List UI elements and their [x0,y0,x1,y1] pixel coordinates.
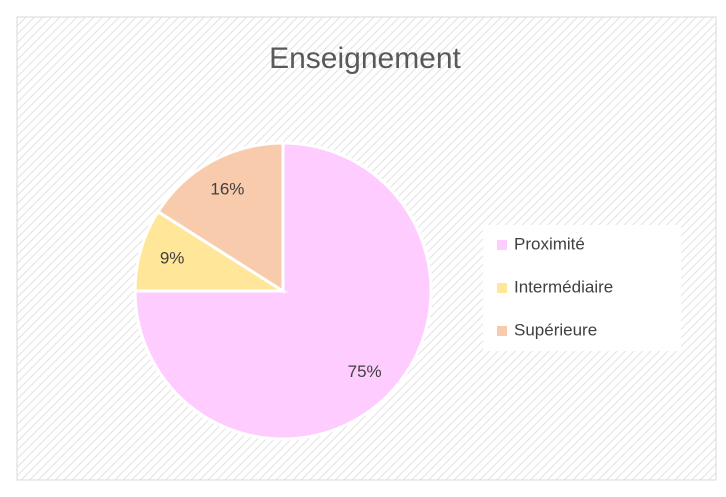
data-label: 16% [210,179,244,198]
pie-slice [155,141,285,294]
legend-swatch [497,240,507,250]
data-label: 75% [348,362,382,381]
chart-title: Enseignement [269,42,461,75]
legend-swatch [497,283,507,293]
pie-slice [133,209,289,293]
legend-label: Supérieure [514,320,597,339]
data-label: 9% [160,248,185,267]
legend-label: Intermédiaire [514,277,613,296]
legend-swatch [497,326,507,336]
legend-box [483,225,681,351]
legend-label: Proximité [514,234,585,253]
